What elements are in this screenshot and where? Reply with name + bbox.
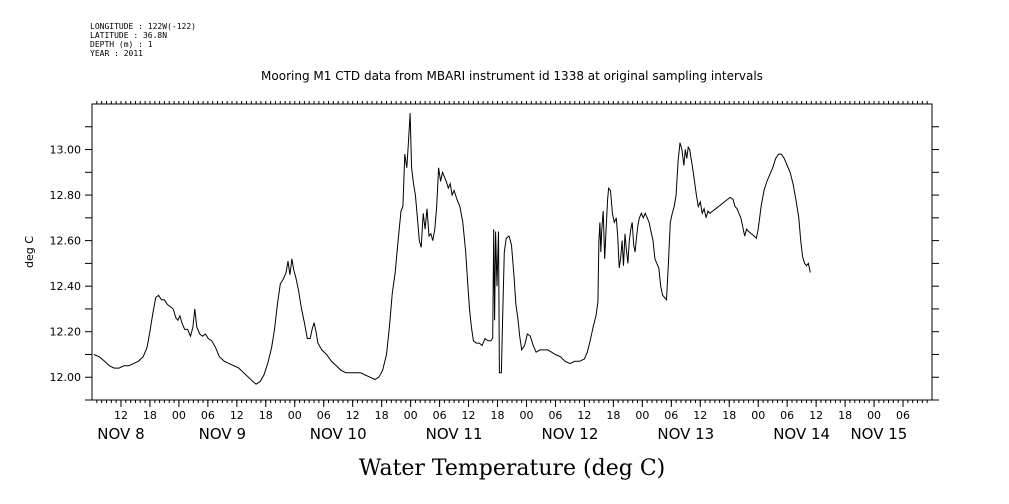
x-hour-label: 06 bbox=[433, 409, 447, 422]
x-hour-label: 18 bbox=[259, 409, 273, 422]
x-hour-label: 12 bbox=[346, 409, 360, 422]
temperature-series-line bbox=[93, 113, 811, 385]
x-hour-label: 18 bbox=[838, 409, 852, 422]
x-hour-label: 00 bbox=[404, 409, 418, 422]
y-tick-label: 12.60 bbox=[50, 235, 82, 248]
depth-text: DEPTH (m) : 1 bbox=[90, 40, 153, 49]
x-hour-label: 12 bbox=[114, 409, 128, 422]
minor-ticks bbox=[96, 101, 928, 403]
x-hour-label: 00 bbox=[519, 409, 533, 422]
y-axis-label: deg C bbox=[23, 236, 36, 268]
x-hour-label: 12 bbox=[577, 409, 591, 422]
x-hour-label: 00 bbox=[635, 409, 649, 422]
x-hour-label: 06 bbox=[201, 409, 215, 422]
x-day-label: NOV 10 bbox=[310, 425, 367, 443]
x-hour-label: 12 bbox=[230, 409, 244, 422]
x-day-label: NOV 15 bbox=[850, 425, 907, 443]
x-hour-label: 06 bbox=[896, 409, 910, 422]
x-hour-label: 12 bbox=[693, 409, 707, 422]
x-axis: 12 18 00 06 12 18 00 06 12 18 00 06 12 18 00 06 12 18 00 06… bbox=[97, 400, 910, 443]
x-hour-label: 18 bbox=[143, 409, 157, 422]
latitude-text: LATITUDE : 36.8N bbox=[90, 31, 168, 40]
x-hour-label: 00 bbox=[751, 409, 765, 422]
x-hour-label: 00 bbox=[172, 409, 186, 422]
station-metadata: LONGITUDE : 122W(-122) LATITUDE : 36.8N … bbox=[90, 22, 196, 58]
y-tick-label: 13.00 bbox=[50, 144, 82, 157]
x-hour-label: 12 bbox=[809, 409, 823, 422]
y-tick-label: 12.40 bbox=[50, 280, 82, 293]
x-day-label: NOV 14 bbox=[773, 425, 830, 443]
x-hour-label: 06 bbox=[317, 409, 331, 422]
x-hour-label: 18 bbox=[491, 409, 505, 422]
y-axis: 12.00 12.20 12.40 12.60 12.80 13.00 bbox=[50, 126, 939, 401]
x-hour-label: 18 bbox=[606, 409, 620, 422]
y-tick-label: 12.00 bbox=[50, 371, 82, 384]
x-day-label: NOV 12 bbox=[541, 425, 598, 443]
x-hour-label: 00 bbox=[867, 409, 881, 422]
year-text: YEAR : 2011 bbox=[90, 49, 143, 58]
x-day-label: NOV 13 bbox=[657, 425, 714, 443]
x-hour-label: 06 bbox=[664, 409, 678, 422]
x-hour-label: 00 bbox=[288, 409, 302, 422]
y-tick-label: 12.20 bbox=[50, 326, 82, 339]
y-tick-label: 12.80 bbox=[50, 189, 82, 202]
x-day-label: NOV 9 bbox=[199, 425, 246, 443]
x-day-label: NOV 11 bbox=[426, 425, 483, 443]
chart-title: Mooring M1 CTD data from MBARI instrumen… bbox=[261, 69, 763, 83]
longitude-text: LONGITUDE : 122W(-122) bbox=[90, 22, 196, 31]
x-hour-label: 12 bbox=[462, 409, 476, 422]
x-hour-label: 06 bbox=[780, 409, 794, 422]
x-axis-title: Water Temperature (deg C) bbox=[359, 456, 666, 481]
x-hour-label: 06 bbox=[548, 409, 562, 422]
x-hour-label: 18 bbox=[375, 409, 389, 422]
x-day-label: NOV 8 bbox=[97, 425, 144, 443]
x-hour-label: 18 bbox=[722, 409, 736, 422]
